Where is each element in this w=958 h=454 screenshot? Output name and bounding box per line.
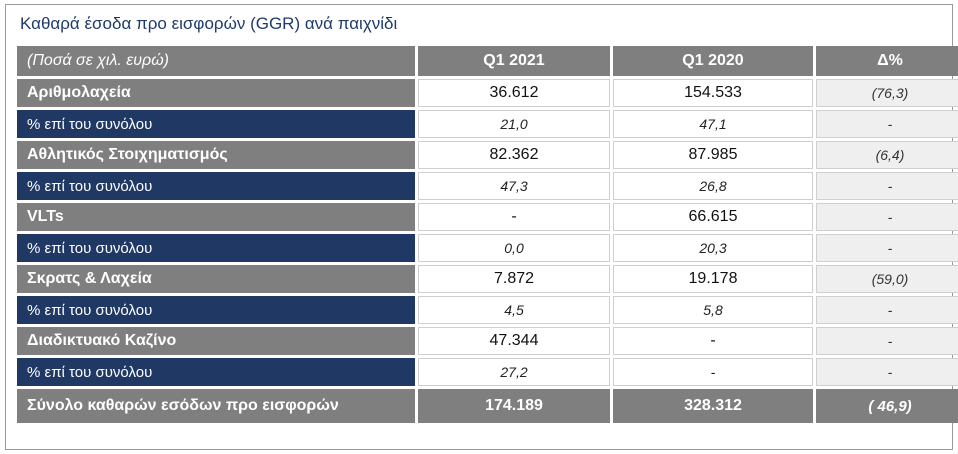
cell-q1-2021: 47,3	[418, 172, 610, 200]
table-title: Καθαρά έσοδα προ εισφορών (GGR) ανά παιχ…	[20, 14, 398, 33]
cell-delta: -	[816, 358, 958, 386]
total-q1-2021: 174.189	[418, 389, 610, 423]
cell-q1-2021: 7.872	[418, 265, 610, 293]
table-row: Σκρατς & Λαχεία 7.872 19.178 (59,0)	[17, 265, 958, 293]
table-row: % επί του συνόλου 21,0 47,1 -	[17, 110, 958, 138]
total-q1-2020: 328.312	[613, 389, 813, 423]
cell-q1-2020: 5,8	[613, 296, 813, 324]
cell-delta: (6,4)	[816, 141, 958, 169]
total-label: Σύνολο καθαρών εσόδων προ εισφορών	[17, 389, 415, 423]
cell-q1-2020: 87.985	[613, 141, 813, 169]
cell-q1-2021: 82.362	[418, 141, 610, 169]
cell-delta: -	[816, 110, 958, 138]
table-row: Διαδικτυακό Καζίνο 47.344 - -	[17, 327, 958, 355]
cell-delta: (76,3)	[816, 79, 958, 107]
table-row: % επί του συνόλου 47,3 26,8 -	[17, 172, 958, 200]
row-label: % επί του συνόλου	[17, 296, 415, 324]
header-delta: Δ%	[816, 46, 958, 76]
cell-delta: -	[816, 172, 958, 200]
row-label: % επί του συνόλου	[17, 110, 415, 138]
cell-q1-2020: 154.533	[613, 79, 813, 107]
cell-q1-2021: -	[418, 203, 610, 231]
cell-q1-2020: -	[613, 327, 813, 355]
cell-q1-2021: 47.344	[418, 327, 610, 355]
table-row: VLTs - 66.615 -	[17, 203, 958, 231]
ggr-table: (Ποσά σε χιλ. ευρώ) Q1 2021 Q1 2020 Δ% Α…	[14, 43, 958, 426]
cell-delta: -	[816, 234, 958, 262]
cell-q1-2021: 36.612	[418, 79, 610, 107]
cell-q1-2020: 19.178	[613, 265, 813, 293]
cell-q1-2020: 66.615	[613, 203, 813, 231]
header-q1-2021: Q1 2021	[418, 46, 610, 76]
cell-q1-2021: 0,0	[418, 234, 610, 262]
row-label: % επί του συνόλου	[17, 172, 415, 200]
row-label: Αθλητικός Στοιχηματισμός	[17, 141, 415, 169]
cell-q1-2020: 26,8	[613, 172, 813, 200]
row-label: % επί του συνόλου	[17, 234, 415, 262]
table-frame: Καθαρά έσοδα προ εισφορών (GGR) ανά παιχ…	[5, 4, 958, 450]
total-row: Σύνολο καθαρών εσόδων προ εισφορών 174.1…	[17, 389, 958, 423]
cell-q1-2020: 20,3	[613, 234, 813, 262]
header-row: (Ποσά σε χιλ. ευρώ) Q1 2021 Q1 2020 Δ%	[17, 46, 958, 76]
cell-q1-2021: 27,2	[418, 358, 610, 386]
row-label: Διαδικτυακό Καζίνο	[17, 327, 415, 355]
table-row: Αθλητικός Στοιχηματισμός 82.362 87.985 (…	[17, 141, 958, 169]
total-delta: ( 46,9)	[816, 389, 958, 423]
cell-q1-2021: 4,5	[418, 296, 610, 324]
table-row: % επί του συνόλου 4,5 5,8 -	[17, 296, 958, 324]
cell-delta: (59,0)	[816, 265, 958, 293]
table-row: Αριθμολαχεία 36.612 154.533 (76,3)	[17, 79, 958, 107]
table-row: % επί του συνόλου 0,0 20,3 -	[17, 234, 958, 262]
cell-delta: -	[816, 296, 958, 324]
row-label: % επί του συνόλου	[17, 358, 415, 386]
row-label: Σκρατς & Λαχεία	[17, 265, 415, 293]
cell-q1-2020: 47,1	[613, 110, 813, 138]
header-unit-label: (Ποσά σε χιλ. ευρώ)	[17, 46, 415, 76]
table-row: % επί του συνόλου 27,2 - -	[17, 358, 958, 386]
cell-delta: -	[816, 327, 958, 355]
header-q1-2020: Q1 2020	[613, 46, 813, 76]
cell-delta: -	[816, 203, 958, 231]
cell-q1-2021: 21,0	[418, 110, 610, 138]
row-label: VLTs	[17, 203, 415, 231]
cell-q1-2020: -	[613, 358, 813, 386]
row-label: Αριθμολαχεία	[17, 79, 415, 107]
